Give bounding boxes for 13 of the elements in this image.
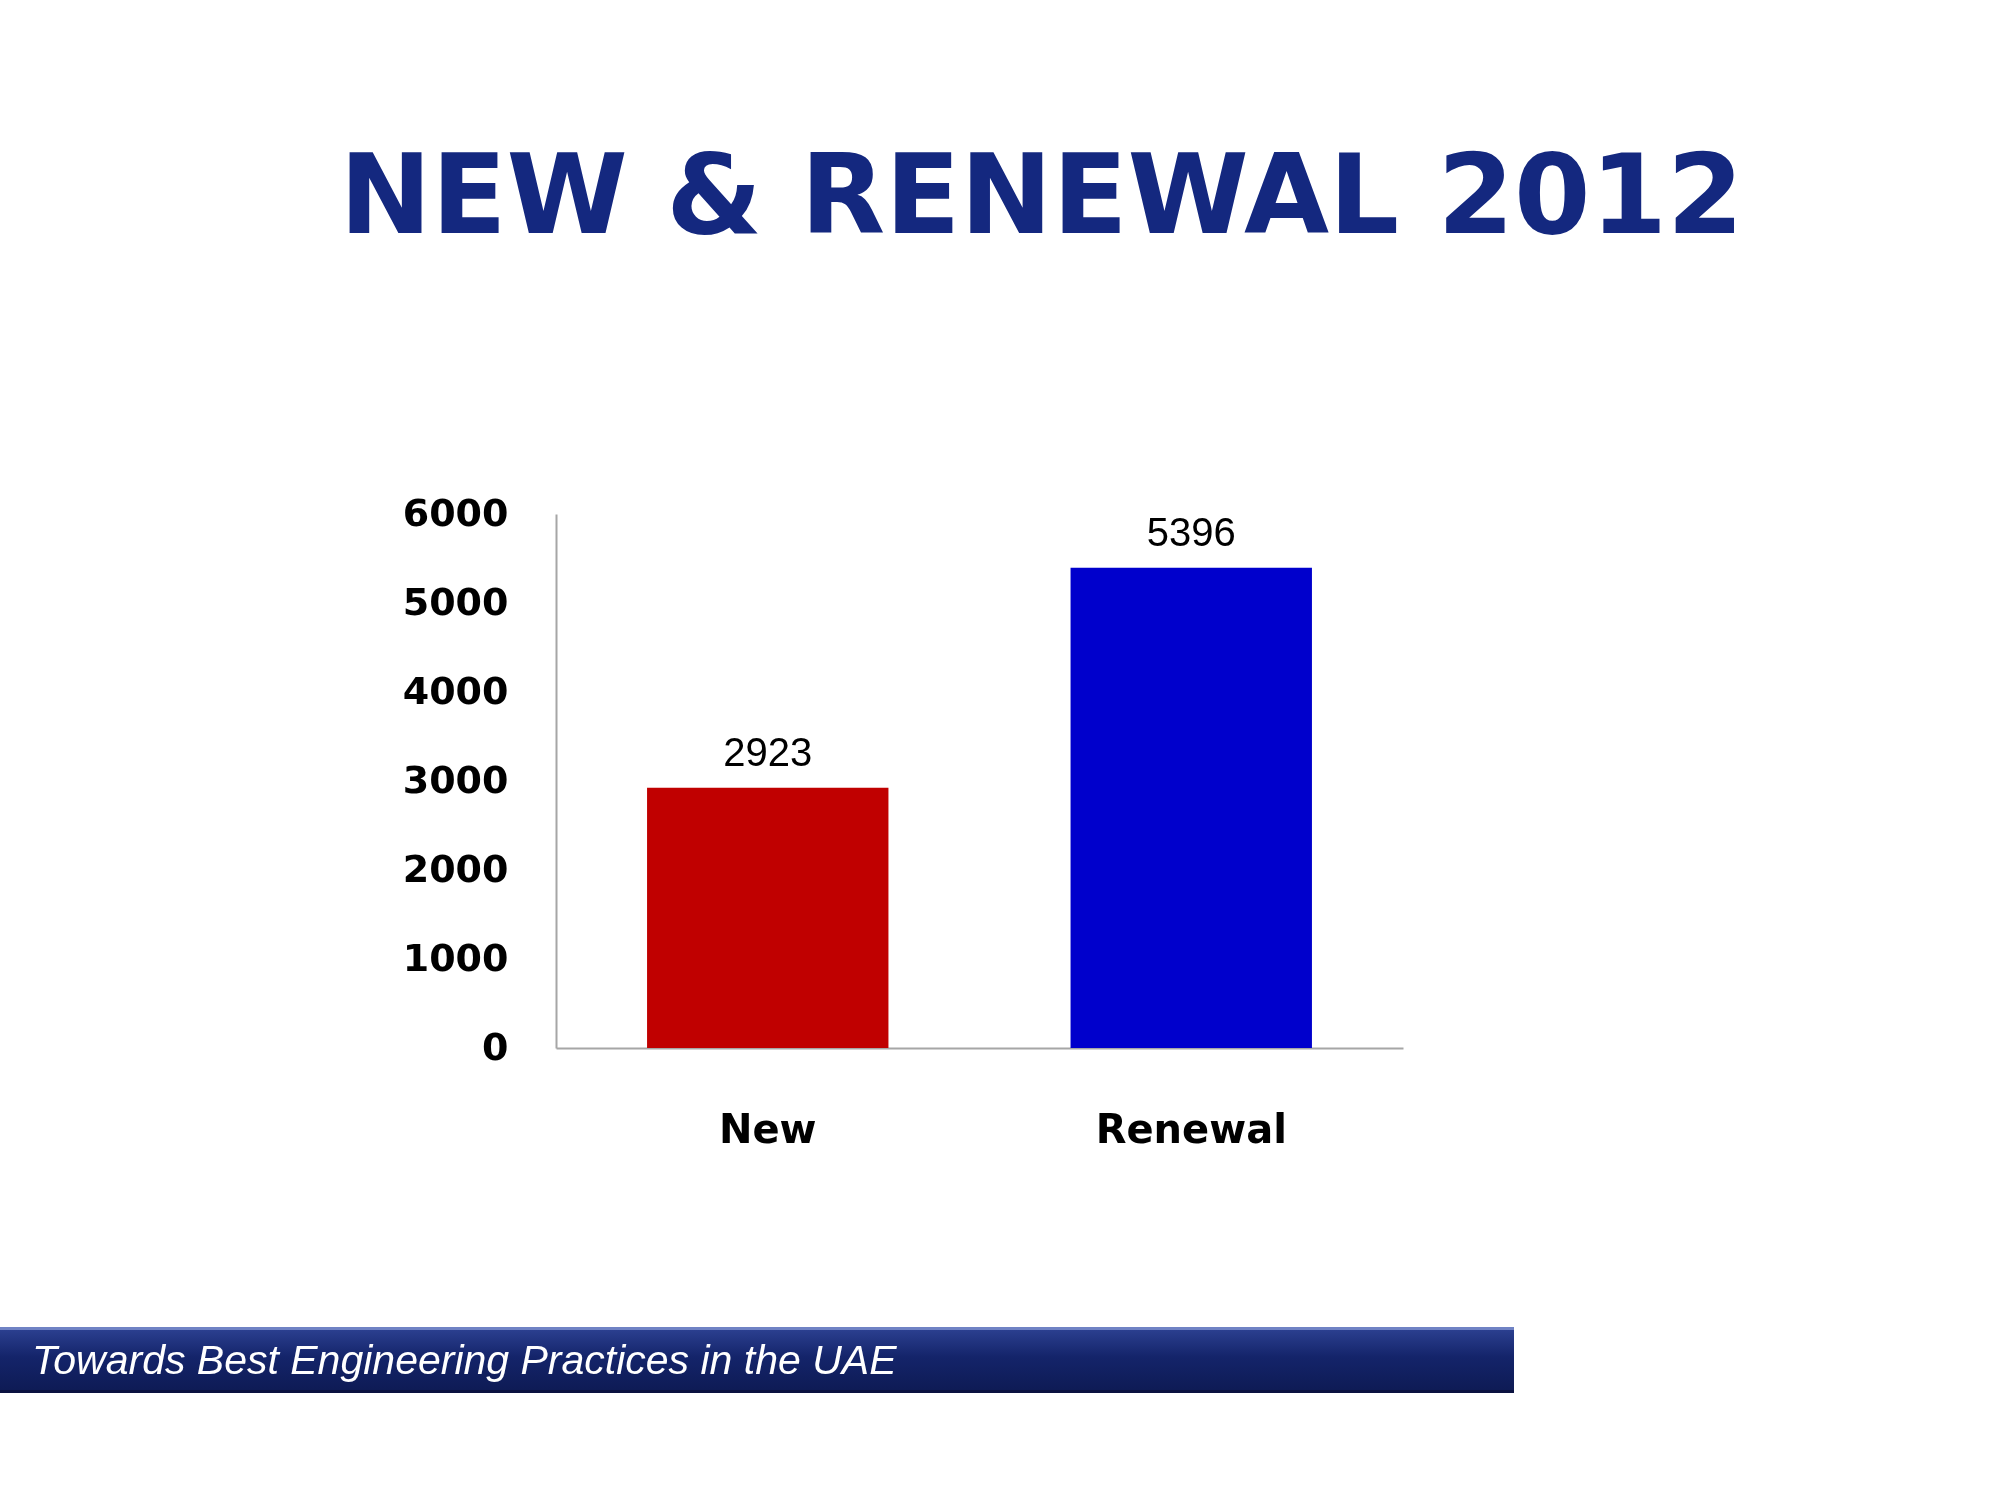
data-label: 2923 bbox=[723, 729, 813, 774]
y-tick-label: 3000 bbox=[402, 757, 509, 802]
y-tick-label: 4000 bbox=[402, 668, 509, 713]
x-tick-label: New bbox=[718, 1105, 817, 1152]
banner: Towards Best Engineering Practices in the UAE bbox=[0, 1327, 1514, 1393]
x-tick-label: Renewal bbox=[1095, 1105, 1287, 1152]
y-tick-label: 1000 bbox=[402, 935, 509, 980]
chart-title: NEW & RENEWAL 2012 bbox=[339, 131, 1744, 259]
y-tick-label: 2000 bbox=[402, 846, 509, 891]
data-label: 5396 bbox=[1146, 509, 1236, 554]
y-tick-label: 6000 bbox=[402, 490, 509, 535]
y-tick-label: 0 bbox=[482, 1024, 509, 1069]
y-tick-label: 5000 bbox=[402, 579, 509, 624]
